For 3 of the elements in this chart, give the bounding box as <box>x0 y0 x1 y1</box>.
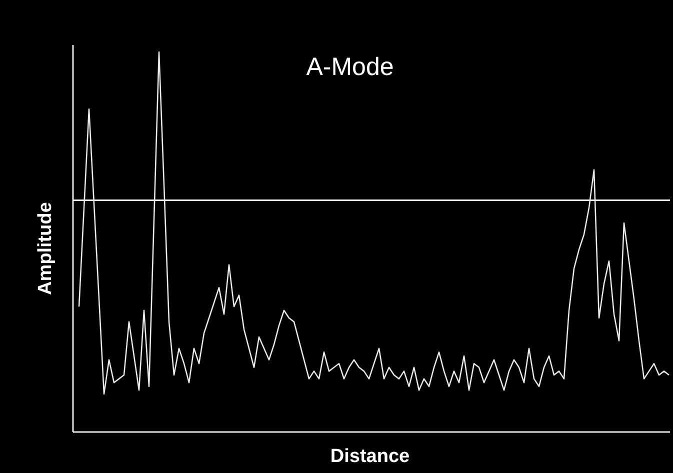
chart-title: A-Mode <box>306 53 394 81</box>
x-axis-title: Distance <box>330 446 410 467</box>
y-axis-title: Amplitude <box>35 202 56 295</box>
